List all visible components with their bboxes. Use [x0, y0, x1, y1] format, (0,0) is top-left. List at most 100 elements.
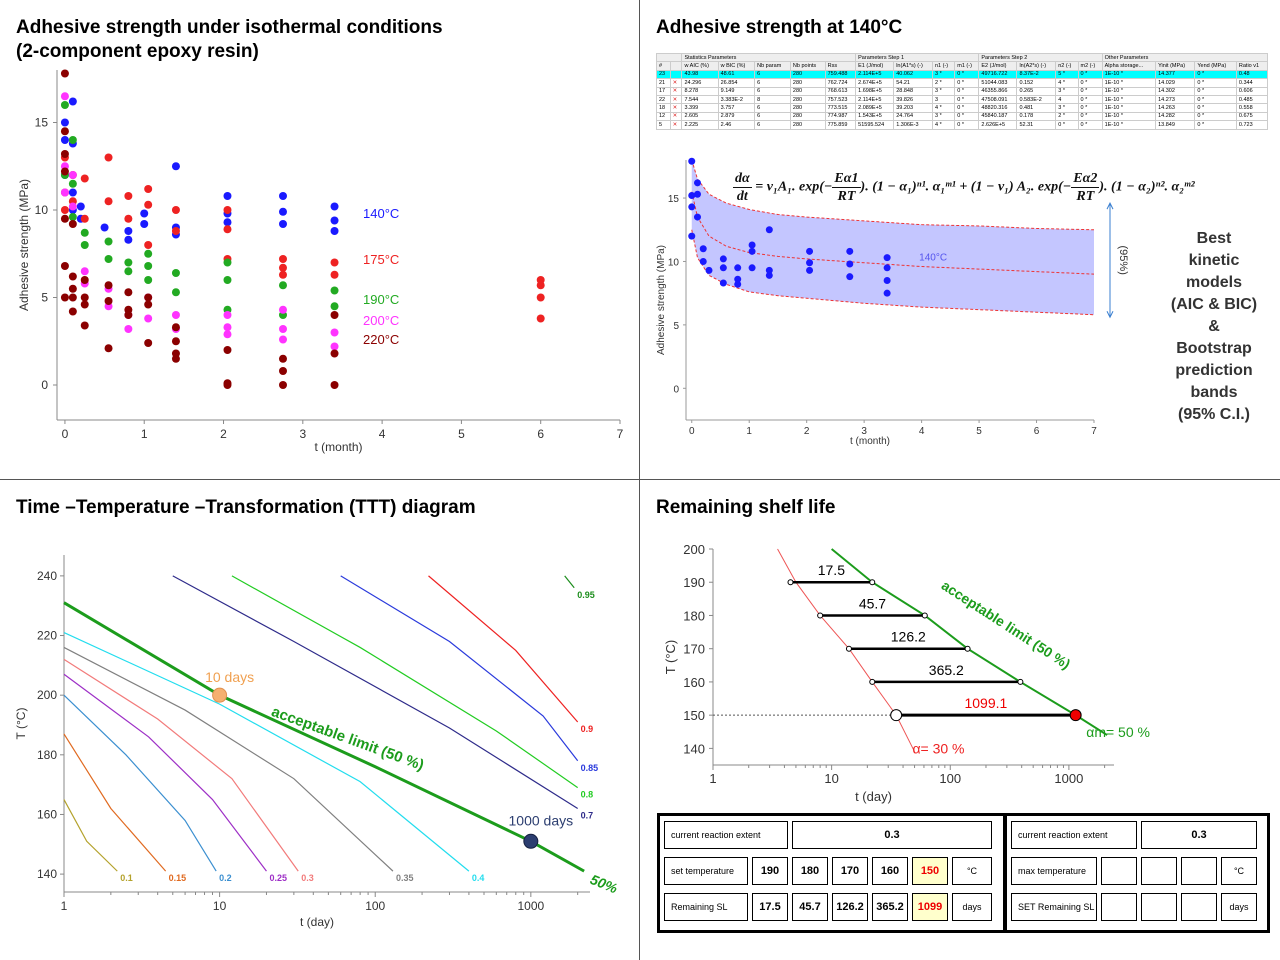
model-label: 140°C [919, 253, 947, 264]
data-point [80, 174, 89, 183]
data-point [536, 293, 545, 302]
legend-label: 175°C [363, 252, 399, 267]
x-tick-label: 1 [746, 426, 752, 437]
temp-cell[interactable]: 160 [872, 857, 908, 885]
curve-label: 0.2 [219, 873, 232, 883]
current-extent-value[interactable]: 0.3 [792, 821, 992, 849]
max-temp-cell[interactable] [1101, 857, 1137, 885]
data-point [144, 249, 153, 258]
table-cell: 2.626E+5 [978, 120, 1018, 130]
set-sl-cell[interactable] [1141, 893, 1177, 921]
data-point [124, 311, 133, 319]
set-sl-cell[interactable] [1101, 893, 1137, 921]
data-point [883, 289, 891, 297]
data-point [68, 188, 77, 197]
data-point [278, 381, 287, 389]
y-tick-label: 190 [683, 575, 705, 590]
temp-unit: °C [952, 857, 992, 885]
max-temp-cell[interactable] [1141, 857, 1177, 885]
temp-cell[interactable]: 170 [832, 857, 868, 885]
x-tick-label: 5 [976, 426, 982, 437]
data-point [223, 381, 232, 389]
data-point [140, 209, 149, 218]
data-point [223, 192, 232, 200]
current-extent-value[interactable]: 0.3 [1141, 821, 1257, 849]
side-text-line: models [1185, 274, 1242, 291]
sl-cell: 126.2 [832, 893, 868, 921]
table-row[interactable]: 21 ✕ 24.296 26.854 6 280 762.724 2.674E+5 54.21 2… [656, 78, 1269, 88]
data-point [144, 185, 153, 193]
table-cell: 280 [789, 120, 826, 130]
x-tick-label: 1 [141, 427, 148, 441]
data-point [278, 325, 287, 333]
data-point [223, 258, 232, 267]
data-point [68, 293, 77, 302]
sl-unit: days [1221, 893, 1257, 921]
x-tick-label: 100 [939, 771, 961, 786]
current-extent-label: current reaction extent [664, 821, 788, 849]
temp-cell-highlight[interactable]: 150 [912, 857, 948, 885]
data-point [223, 330, 232, 339]
x-tick-label: 10 [824, 771, 838, 786]
table-row[interactable]: 23 43.98 48.61 6 280 759.488 2.114E+5 40.062 3 *… [656, 69, 1269, 80]
table-row[interactable]: 17 ✕ 8.278 9.149 6 280 768.613 1.698E+5 28.848 3 … [656, 86, 1269, 96]
data-point [278, 270, 287, 279]
table-cell: 13.849 [1155, 120, 1196, 130]
data-point [330, 227, 339, 235]
table-cell: 0 * [1055, 120, 1079, 130]
data-point [278, 281, 287, 290]
legend-label: 200°C [363, 313, 399, 328]
data-point [144, 276, 153, 284]
set-sl-label: SET Remaining SL [1011, 893, 1097, 921]
iso-conversion-curve [231, 575, 579, 789]
curve-label: 0.95 [577, 590, 595, 600]
arrow-head-top [1106, 202, 1114, 210]
max-temp-cell[interactable] [1181, 857, 1217, 885]
iso-conversion-curve [428, 575, 579, 723]
segment-end [869, 579, 876, 586]
arrow-head-bottom [1106, 311, 1114, 319]
y-tick-label: 15 [668, 194, 680, 205]
data-point [60, 136, 69, 144]
horizontal-divider [0, 479, 1280, 480]
side-text-line: (95% C.I.) [1177, 406, 1250, 423]
data-point [883, 264, 891, 272]
temp-cell[interactable]: 180 [792, 857, 828, 885]
y-axis-label: T (°C) [14, 708, 28, 740]
data-point [330, 270, 339, 279]
alpha-30-label: α= 30 % [912, 740, 964, 756]
data-point [536, 314, 545, 323]
formula-e1-num: Eα1 [832, 171, 861, 188]
data-point [104, 344, 113, 353]
shelf-life-chart: 1 10 100 1000 140 150 160 170 180 190 200 t (day) T … [663, 542, 1150, 804]
table-cell: 0 * [954, 120, 980, 130]
data-point [60, 69, 69, 78]
data-point [330, 311, 339, 319]
y-tick-label: 150 [683, 708, 705, 723]
y-tick-label: 180 [683, 608, 705, 623]
data-point [144, 314, 153, 323]
temp-cell[interactable]: 190 [752, 857, 788, 885]
side-text-line: bands [1190, 384, 1238, 401]
data-point [171, 288, 180, 297]
data-point [68, 284, 77, 293]
table-row[interactable]: 18 ✕ 3.399 3.757 6 280 773.515 2.089E+5 39.203 4 … [656, 103, 1269, 113]
data-point [124, 288, 133, 297]
shelf-life-table-left: current reaction extent 0.3 set temperat… [657, 813, 1006, 933]
curve-label: 0.25 [269, 873, 287, 883]
data-point [171, 337, 180, 346]
set-sl-cell[interactable] [1181, 893, 1217, 921]
curve-label: 0.9 [581, 724, 594, 734]
data-point [60, 188, 69, 197]
formula-e2-den: RT [1076, 189, 1095, 204]
data-point [124, 227, 133, 235]
side-text-line: Best [1196, 230, 1232, 247]
table-row[interactable]: 5 ✕ 2.225 2.46 6 280 775.859 51595.524 1.306E-3 4… [656, 120, 1269, 130]
data-point [278, 207, 287, 216]
data-point [60, 92, 69, 101]
table-row[interactable]: 22 ✕ 7.544 3.383E-2 8 280 757.523 2.114E+5 39.82… [656, 94, 1269, 105]
y-tick-label: 0 [41, 378, 48, 392]
data-point [278, 192, 287, 200]
data-point [171, 311, 180, 319]
data-point [330, 216, 339, 225]
